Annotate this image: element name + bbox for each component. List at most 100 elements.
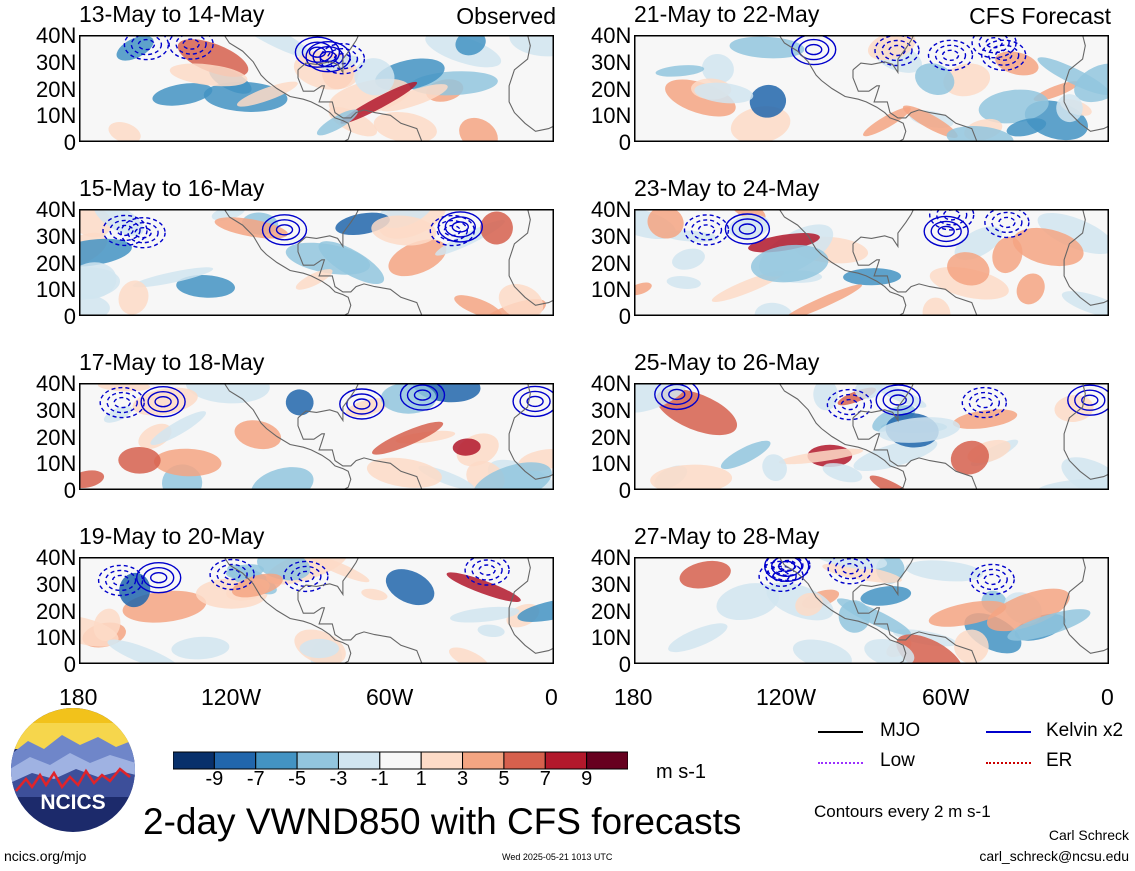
kelvin-contour — [135, 562, 182, 594]
lon-tick: 60W — [366, 684, 414, 710]
kelvin-contour — [443, 224, 461, 237]
anomaly-map — [634, 35, 1109, 142]
anomaly-shading — [946, 125, 1014, 142]
lat-tick: 0 — [63, 652, 76, 677]
lat-tick: 40N — [36, 371, 77, 396]
kelvin-contour — [995, 49, 1013, 61]
kelvin-contour — [654, 383, 700, 411]
lon-tick: 180 — [59, 684, 98, 710]
anomaly-shading — [118, 280, 149, 315]
colorbar-tick-label: 7 — [539, 768, 551, 790]
colorbar-segment — [503, 751, 546, 770]
lat-tick: 40N — [36, 545, 77, 570]
anomaly-map — [79, 35, 554, 142]
site-link[interactable]: ncics.org/mjo — [4, 848, 87, 864]
kelvin-contour — [294, 36, 341, 68]
panel-title: 21-May to 22-May — [634, 1, 820, 27]
coastline — [778, 383, 907, 490]
anomaly-shading — [1074, 63, 1109, 103]
anomaly-shading — [1037, 57, 1109, 95]
panel-forecast-1: 21-May to 22-May CFS Forecast — [634, 1, 1111, 142]
lat-tick: 20N — [591, 598, 632, 624]
lat-tick: 10N — [591, 451, 632, 477]
coastline — [778, 35, 907, 142]
coastline — [223, 383, 352, 490]
colorbar-tick-label: -3 — [329, 768, 348, 790]
kelvin-contour — [275, 224, 294, 236]
panel-title: 27-May to 28-May — [634, 523, 820, 549]
anomaly-shading — [864, 638, 915, 664]
lon-tick: 180 — [614, 684, 653, 710]
coastline — [297, 383, 360, 423]
anomaly-shading — [480, 211, 513, 245]
lat-tick: 10N — [36, 451, 77, 477]
anomaly-shading — [922, 297, 951, 316]
lat-tick: 0 — [63, 478, 76, 503]
units-label: m s-1 — [656, 761, 706, 783]
kelvin-contour — [519, 390, 551, 413]
anomaly-shading — [452, 438, 481, 456]
panel-title: 19-May to 20-May — [79, 523, 265, 549]
coastline — [852, 209, 915, 249]
anomaly-shading — [316, 109, 359, 136]
kelvin-contour — [961, 386, 1007, 419]
kelvin-contour — [724, 213, 771, 245]
anomaly-shading — [656, 388, 738, 436]
lat-tick: 40N — [591, 23, 632, 48]
anomaly-shading — [748, 233, 820, 253]
anomaly-shading — [132, 267, 214, 288]
anomaly-shading — [354, 58, 395, 96]
colorbar-segment — [255, 751, 298, 770]
panel-title: 23-May to 24-May — [634, 175, 820, 201]
coastline — [778, 557, 907, 664]
kelvin-contour — [399, 383, 446, 411]
lat-tick: 30N — [591, 571, 632, 597]
anomaly-shading — [310, 557, 370, 583]
map-frame — [79, 383, 554, 490]
legend-line-er — [986, 762, 1031, 764]
anomaly-shading — [928, 600, 1007, 627]
anomaly-shading — [285, 389, 314, 416]
kelvin-contour — [268, 219, 301, 241]
kelvin-contour — [991, 211, 1023, 234]
anomaly-shading — [878, 417, 961, 443]
anomaly-shading — [153, 448, 222, 477]
coastline — [852, 69, 978, 142]
kelvin-contour — [969, 563, 1015, 596]
kelvin-contour — [826, 388, 873, 421]
lat-tick: 30N — [36, 49, 77, 75]
anomaly-shading — [118, 446, 161, 474]
panel-observed-3: 17-May to 18-May — [79, 349, 554, 490]
kelvin-contour — [223, 568, 241, 581]
anomaly-shading — [1061, 457, 1109, 490]
anomaly-shading — [79, 294, 110, 316]
legend-label-er: ER — [1046, 750, 1073, 771]
kelvin-contour — [988, 44, 1020, 66]
author-email[interactable]: carl_schreck@ncsu.edu — [979, 848, 1129, 864]
anomaly-shading — [778, 448, 864, 465]
anomaly-shading — [472, 462, 552, 490]
anomaly-shading — [1006, 118, 1047, 137]
anomaly-shading — [943, 63, 991, 97]
ncics-logo: NCICS — [11, 708, 135, 832]
anomaly-shading — [171, 636, 230, 660]
lat-tick: 40N — [36, 23, 77, 48]
coastline — [852, 35, 915, 75]
kelvin-contour — [97, 564, 144, 597]
anomaly-shading — [132, 387, 198, 416]
anomaly-shading — [150, 411, 207, 446]
anomaly-shading — [701, 54, 734, 84]
lat-tick: 10N — [36, 277, 77, 303]
kelvin-contour — [308, 46, 327, 58]
panel-observed-1: 13-May to 14-May Observed — [79, 1, 556, 142]
lat-tick: 20N — [591, 250, 632, 276]
kelvin-contour — [791, 35, 837, 66]
lat-tick: 0 — [63, 130, 76, 155]
anomaly-shading — [634, 383, 689, 413]
anomaly-shading — [454, 295, 502, 316]
anomaly-shading — [79, 238, 132, 267]
anomaly-shading — [455, 35, 486, 56]
kelvin-contour — [797, 38, 830, 61]
legend-label-kelvin: Kelvin x2 — [1046, 720, 1124, 741]
lon-tick: 120W — [756, 684, 817, 710]
